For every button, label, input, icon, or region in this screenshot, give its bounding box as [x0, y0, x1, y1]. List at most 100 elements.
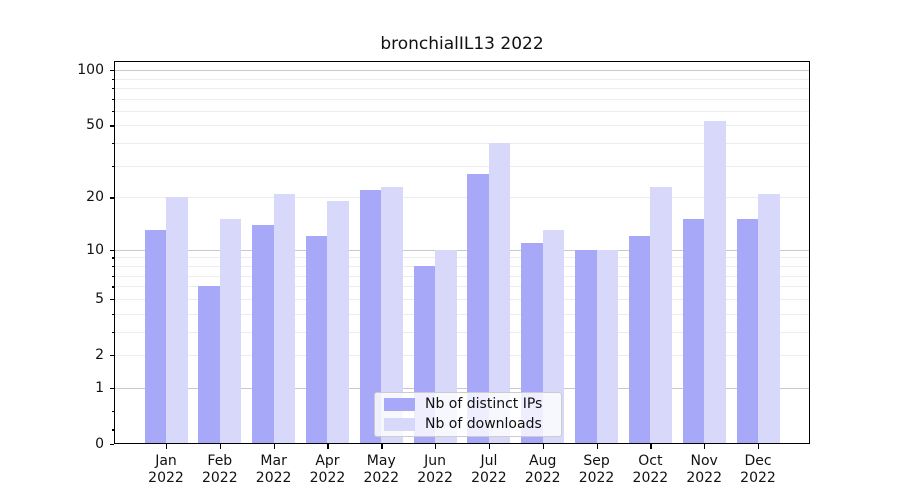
grid-major-line: [114, 249, 810, 251]
grid-minor-line: [114, 143, 810, 145]
x-tick: [650, 444, 652, 449]
bar-distinct-ips: [467, 174, 489, 444]
grid-minor-line: [114, 265, 810, 267]
grid-minor-line: [114, 165, 810, 167]
x-tick-label: Jul 2022: [459, 453, 519, 486]
x-tick-year: 2022: [201, 469, 238, 486]
chart-title: bronchialIL13 2022: [380, 34, 544, 54]
legend-entry-distinct-ips: Nb of distinct IPs: [384, 396, 552, 413]
y-minor-tick: [111, 197, 114, 199]
legend: Nb of distinct IPs Nb of downloads: [374, 392, 562, 437]
x-tick-year: 2022: [740, 469, 776, 486]
y-tick: [109, 387, 114, 390]
x-tick-label: Jan 2022: [136, 453, 196, 486]
y-tick: [109, 70, 114, 72]
grid-minor-line: [114, 298, 810, 300]
y-minor-tick: [111, 257, 114, 259]
y-tick-label: 5: [95, 290, 104, 307]
x-tick-year: 2022: [632, 469, 669, 486]
x-tick: [435, 444, 437, 449]
legend-swatch-downloads-icon: [384, 418, 415, 431]
bar-distinct-ips: [628, 236, 651, 444]
grid-minor-line: [114, 110, 810, 112]
y-minor-tick: [111, 429, 114, 431]
bar-downloads: [273, 193, 296, 444]
x-tick-year: 2022: [417, 469, 453, 486]
bar-distinct-ips: [575, 249, 597, 444]
grid-minor-line: [114, 87, 810, 89]
grid-minor-line: [114, 98, 810, 100]
grid-minor-line: [114, 313, 810, 315]
x-tick: [542, 444, 545, 449]
legend-label-distinct-ips: Nb of distinct IPs: [425, 396, 543, 412]
y-minor-tick: [111, 125, 114, 127]
x-tick-label: Mar 2022: [244, 453, 304, 486]
y-tick: [109, 249, 114, 252]
y-minor-tick: [111, 87, 114, 90]
x-tick: [488, 444, 491, 449]
x-tick-label: Sep 2022: [567, 453, 627, 486]
bar-downloads: [381, 186, 403, 444]
x-tick-label: Nov 2022: [674, 453, 734, 486]
x-tick: [381, 444, 383, 449]
y-tick-label: 50: [86, 117, 104, 134]
x-tick-year: 2022: [471, 469, 507, 486]
plot-area: [114, 61, 810, 444]
x-tick-label: Dec 2022: [728, 453, 788, 486]
x-tick-label: Aug 2022: [513, 453, 573, 486]
x-tick: [596, 444, 598, 449]
y-minor-tick: [111, 143, 114, 145]
y-minor-tick: [111, 411, 114, 413]
y-minor-tick: [111, 286, 114, 288]
y-minor-tick: [111, 265, 114, 268]
x-tick: [327, 444, 329, 449]
legend-entry-downloads: Nb of downloads: [384, 416, 552, 433]
bar-distinct-ips: [198, 286, 220, 444]
y-tick-label: 2: [95, 346, 104, 363]
bar-distinct-ips: [144, 230, 166, 444]
grid-minor-line: [114, 286, 810, 288]
bar-distinct-ips: [252, 224, 274, 444]
x-tick-year: 2022: [255, 469, 292, 486]
x-tick: [166, 444, 168, 449]
x-tick-label: Oct 2022: [620, 453, 680, 486]
bar-downloads: [704, 120, 726, 444]
y-minor-tick: [111, 275, 114, 277]
bar-downloads: [596, 249, 619, 444]
x-tick: [758, 444, 760, 449]
y-minor-tick: [111, 313, 114, 315]
grid-minor-line: [114, 197, 810, 199]
x-tick-label: May 2022: [351, 453, 411, 486]
y-minor-tick: [111, 331, 114, 333]
y-minor-tick: [111, 298, 114, 301]
bar-distinct-ips: [736, 219, 758, 444]
grid-minor-line: [114, 331, 810, 333]
bar-distinct-ips: [359, 189, 382, 444]
y-minor-tick: [111, 110, 114, 113]
grid-minor-line: [114, 125, 810, 127]
bar-downloads: [488, 143, 511, 444]
grid-major-line: [114, 70, 810, 72]
bar-distinct-ips: [682, 219, 705, 444]
y-minor-tick: [111, 165, 114, 168]
x-tick-year: 2022: [363, 469, 400, 486]
bar-downloads: [219, 219, 242, 444]
grid-major-line: [114, 387, 810, 389]
grid-minor-line: [114, 354, 810, 356]
x-tick: [219, 444, 222, 449]
bar-downloads: [166, 197, 188, 444]
y-tick-label: 1: [95, 379, 104, 396]
x-tick-label: Jun 2022: [405, 453, 465, 486]
x-tick-year: 2022: [148, 469, 184, 486]
x-tick-label: Feb 2022: [190, 453, 250, 486]
y-tick-label: 0: [95, 436, 104, 452]
x-tick-year: 2022: [686, 469, 722, 486]
grid-minor-line: [114, 78, 810, 80]
bar-downloads: [650, 186, 672, 444]
y-tick-label: 100: [77, 62, 104, 79]
x-tick-label: Apr 2022: [297, 453, 357, 486]
y-tick: [109, 444, 114, 446]
y-minor-tick: [111, 98, 114, 100]
y-minor-tick: [111, 354, 114, 357]
